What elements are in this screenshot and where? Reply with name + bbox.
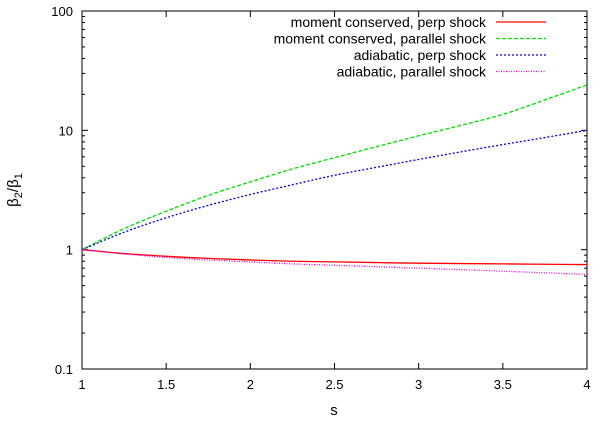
y-tick-label: 100 xyxy=(51,4,73,19)
y-axis-title-sub-den: 1 xyxy=(13,173,25,179)
plot-frame xyxy=(81,10,588,370)
legend-label: moment conserved, perp shock xyxy=(291,14,487,30)
y-axis-title-base-2: β xyxy=(5,179,22,188)
axis-ticks: 1 1.5 2 2.5 3 3.5 4 0.1 1 10 100 xyxy=(51,4,590,392)
x-tick-label: 3 xyxy=(415,377,422,392)
series-line-3 xyxy=(81,129,588,251)
series-line-1 xyxy=(81,249,588,266)
x-tick-label: 2 xyxy=(247,377,254,392)
x-tick-label: 3.5 xyxy=(494,377,512,392)
x-tick-label: 4 xyxy=(583,377,590,392)
y-tick-label: 1 xyxy=(66,243,73,258)
x-tick-label: 2.5 xyxy=(325,377,343,392)
y-axis-title-slash: / xyxy=(5,187,22,192)
legend-label: adiabatic, perp shock xyxy=(354,47,487,63)
y-tick-label: 10 xyxy=(59,123,73,138)
y-axis-title: β2/β1 xyxy=(5,173,25,207)
y-axis-title-sub-num: 2 xyxy=(13,192,25,198)
y-tick-label: 0.1 xyxy=(55,362,73,377)
series-lines xyxy=(81,84,588,276)
series-line-4 xyxy=(81,249,588,276)
x-tick-label: 1 xyxy=(78,377,85,392)
x-axis-title: s xyxy=(330,402,338,419)
y-axis-title-base: β xyxy=(5,198,22,207)
legend-label: adiabatic, parallel shock xyxy=(337,64,487,80)
series-line-2 xyxy=(81,84,588,251)
x-tick-label: 1.5 xyxy=(157,377,175,392)
legend-label: moment conserved, parallel shock xyxy=(274,31,487,47)
